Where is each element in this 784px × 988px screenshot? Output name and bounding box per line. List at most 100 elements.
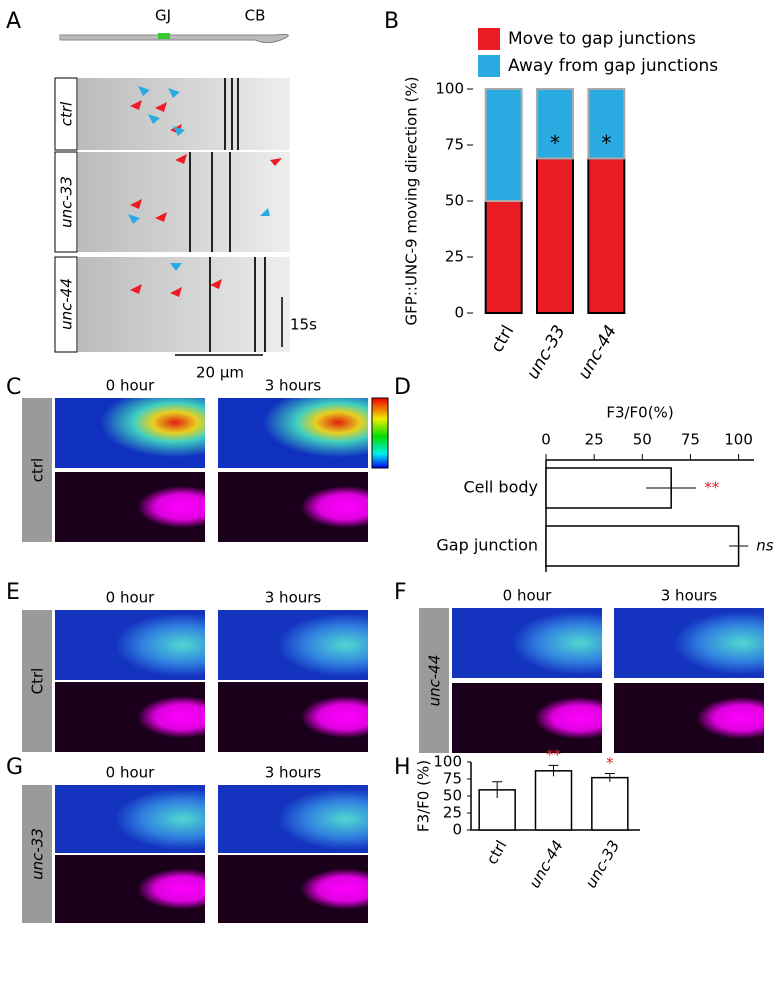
tick-label: 50 bbox=[633, 431, 652, 449]
bar-segment bbox=[536, 88, 574, 160]
y-tick-label: Cell body bbox=[463, 478, 538, 497]
neuron-schematic bbox=[59, 33, 289, 44]
bar bbox=[545, 525, 740, 567]
legend-label: Move to gap junctions bbox=[508, 29, 696, 49]
row-label: unc-33 bbox=[58, 176, 76, 228]
y-axis-label: GFP::UNC-9 moving direction (%) bbox=[403, 77, 421, 326]
panel-label: E bbox=[6, 580, 20, 605]
tick-label: 75 bbox=[681, 431, 700, 449]
tick-label: 100 bbox=[724, 431, 753, 449]
tick-label: 50 bbox=[443, 787, 462, 805]
x-tick-label: unc-33 bbox=[582, 837, 623, 891]
time-label: 0 hour bbox=[503, 587, 553, 605]
condition-label: unc-44 bbox=[426, 655, 444, 707]
significance: * bbox=[601, 131, 611, 155]
fluorescence-image bbox=[55, 398, 205, 468]
bar bbox=[591, 776, 629, 831]
time-label: 3 hours bbox=[265, 377, 322, 395]
kymograph bbox=[78, 152, 290, 252]
row-box bbox=[54, 256, 78, 353]
error-bar bbox=[548, 764, 559, 777]
kymo-lines bbox=[189, 78, 266, 352]
bar-segment bbox=[536, 157, 574, 314]
bar-segment bbox=[484, 88, 523, 202]
scale-bars bbox=[175, 297, 283, 356]
marker-image bbox=[55, 472, 205, 542]
time-label: 3 hours bbox=[265, 589, 322, 607]
marker-image bbox=[218, 472, 368, 542]
time-scale: 15s bbox=[290, 316, 317, 334]
significance: * bbox=[550, 131, 560, 155]
bar-segment bbox=[587, 88, 626, 160]
arrows-blue bbox=[128, 86, 270, 271]
panel-label: D bbox=[394, 375, 411, 400]
color-scale bbox=[371, 397, 389, 469]
label-bar bbox=[22, 610, 52, 752]
panel-label: A bbox=[6, 9, 21, 34]
condition-label: Ctrl bbox=[29, 668, 47, 695]
error-bar bbox=[646, 476, 697, 500]
x-tick-label: ctrl bbox=[487, 322, 518, 356]
bar-segment bbox=[587, 157, 626, 314]
fluorescence-image bbox=[218, 610, 368, 680]
tick-label: 0 bbox=[452, 821, 462, 839]
arrows-red bbox=[130, 100, 282, 297]
label-bar bbox=[22, 398, 52, 542]
x-tick-label: unc-33 bbox=[523, 322, 570, 383]
tick-label: 25 bbox=[443, 804, 462, 822]
panel-label: C bbox=[6, 375, 21, 400]
significance: ** bbox=[704, 479, 720, 497]
length-scale: 20 µm bbox=[196, 364, 244, 382]
marker-image bbox=[452, 683, 602, 753]
marker-image bbox=[55, 855, 205, 923]
gj-mark bbox=[158, 33, 170, 39]
significance: ** bbox=[546, 746, 562, 764]
panel-label: H bbox=[394, 755, 411, 780]
x-tick-label: unc-44 bbox=[574, 322, 621, 383]
panel-label: G bbox=[6, 755, 23, 780]
kymograph bbox=[78, 257, 290, 352]
bar bbox=[534, 770, 573, 831]
bar-segment bbox=[484, 200, 523, 314]
tick-label: 100 bbox=[435, 80, 464, 98]
marker-image bbox=[614, 683, 764, 753]
label-bar bbox=[419, 608, 449, 753]
condition-label: ctrl bbox=[29, 458, 47, 482]
error-bar bbox=[492, 781, 503, 799]
tick-label: 75 bbox=[443, 770, 462, 788]
legend-label: Away from gap junctions bbox=[508, 56, 718, 76]
tick-label: 0 bbox=[454, 304, 464, 322]
error-bar bbox=[728, 534, 749, 558]
x-tick-label: unc-44 bbox=[525, 837, 566, 891]
time-label: 0 hour bbox=[106, 589, 156, 607]
fluorescence-image bbox=[614, 608, 764, 678]
tick-label: 25 bbox=[585, 431, 604, 449]
time-label: 0 hour bbox=[106, 377, 156, 395]
marker-image bbox=[218, 682, 368, 752]
x-tick-label: ctrl bbox=[483, 837, 511, 867]
condition-label: unc-33 bbox=[29, 828, 47, 880]
cb-label: CB bbox=[245, 7, 266, 25]
fluorescence-image bbox=[218, 785, 368, 853]
gj-label: GJ bbox=[155, 7, 171, 25]
panel-a: A GJ CB ctrl unc-33 unc-44 15s 20 µm bbox=[6, 7, 317, 382]
marker-image bbox=[218, 855, 368, 923]
row-box bbox=[54, 151, 78, 253]
y-tick-label: Gap junction bbox=[436, 536, 538, 555]
row-box bbox=[54, 77, 78, 151]
kymograph bbox=[78, 78, 290, 150]
panel-label: B bbox=[384, 9, 399, 34]
time-label: 3 hours bbox=[265, 764, 322, 782]
panel-label: F bbox=[394, 580, 407, 605]
significance: ns bbox=[756, 537, 774, 555]
y-axis-label: F3/F0 (%) bbox=[415, 760, 433, 832]
row-label: ctrl bbox=[58, 101, 76, 126]
legend-swatch bbox=[478, 55, 500, 77]
time-label: 3 hours bbox=[661, 587, 718, 605]
fluorescence-image bbox=[55, 785, 205, 853]
tick-label: 25 bbox=[445, 248, 464, 266]
marker-image bbox=[55, 682, 205, 752]
label-bar bbox=[22, 785, 52, 923]
fluorescence-image bbox=[55, 610, 205, 680]
